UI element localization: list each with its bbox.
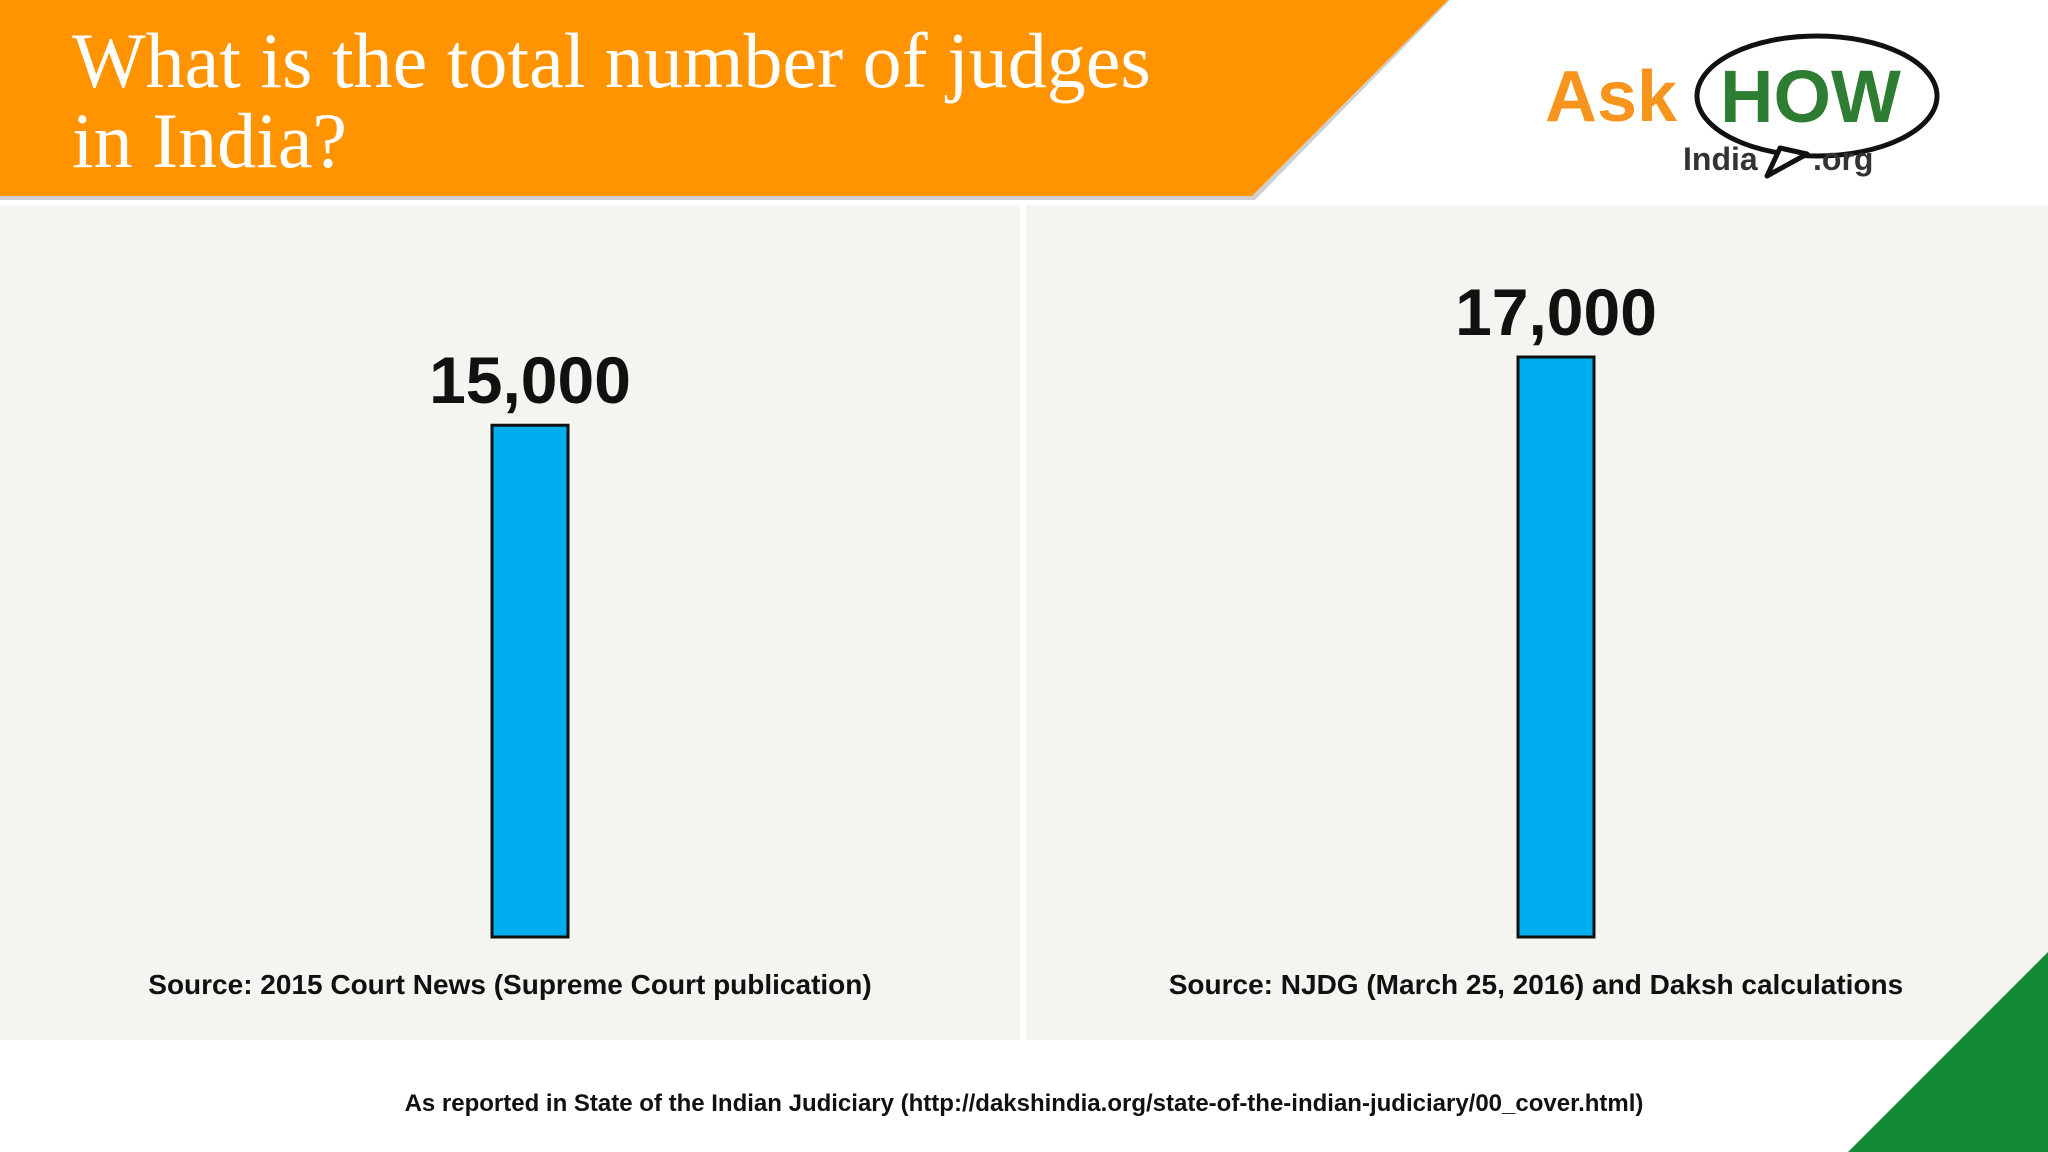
data-label-15000: 15,000 — [429, 343, 631, 417]
speech-bubble-tail — [1764, 145, 1810, 179]
logo-word-how: HOW — [1720, 55, 1901, 138]
bar-15000 — [490, 423, 570, 939]
corner-accent — [1848, 952, 2048, 1152]
source-note-left: Source: 2015 Court News (Supreme Court p… — [148, 969, 872, 1000]
chart-panel-right: 17,000 Source: NJDG (March 25, 2016) and… — [1026, 205, 2048, 1040]
page-title-line-2: in India? — [72, 97, 348, 184]
speech-bubble-icon — [1694, 33, 1940, 159]
corner-triangle — [1848, 952, 2048, 1152]
page-title-line-1: What is the total number of judges — [72, 17, 1151, 104]
logo-word-org: .org — [1813, 141, 1873, 177]
header-banner — [0, 0, 1450, 200]
logo-word-india: India — [1683, 141, 1758, 177]
footer-note: As reported in State of the Indian Judic… — [404, 1090, 1644, 1117]
chart-right: 17,000 — [1455, 275, 1657, 939]
askhow-logo: Ask HOW India .org — [1545, 33, 1940, 179]
source-note-right: Source: NJDG (March 25, 2016) and Daksh … — [1168, 969, 1904, 1000]
banner-shape — [0, 0, 1448, 196]
data-label-17000: 17,000 — [1455, 275, 1657, 349]
chart-panel-left: 15,000 Source: 2015 Court News (Supreme … — [0, 205, 1020, 1040]
logo-word-ask: Ask — [1545, 57, 1678, 137]
bar-17000 — [1516, 355, 1596, 939]
chart-left: 15,000 — [429, 343, 631, 939]
